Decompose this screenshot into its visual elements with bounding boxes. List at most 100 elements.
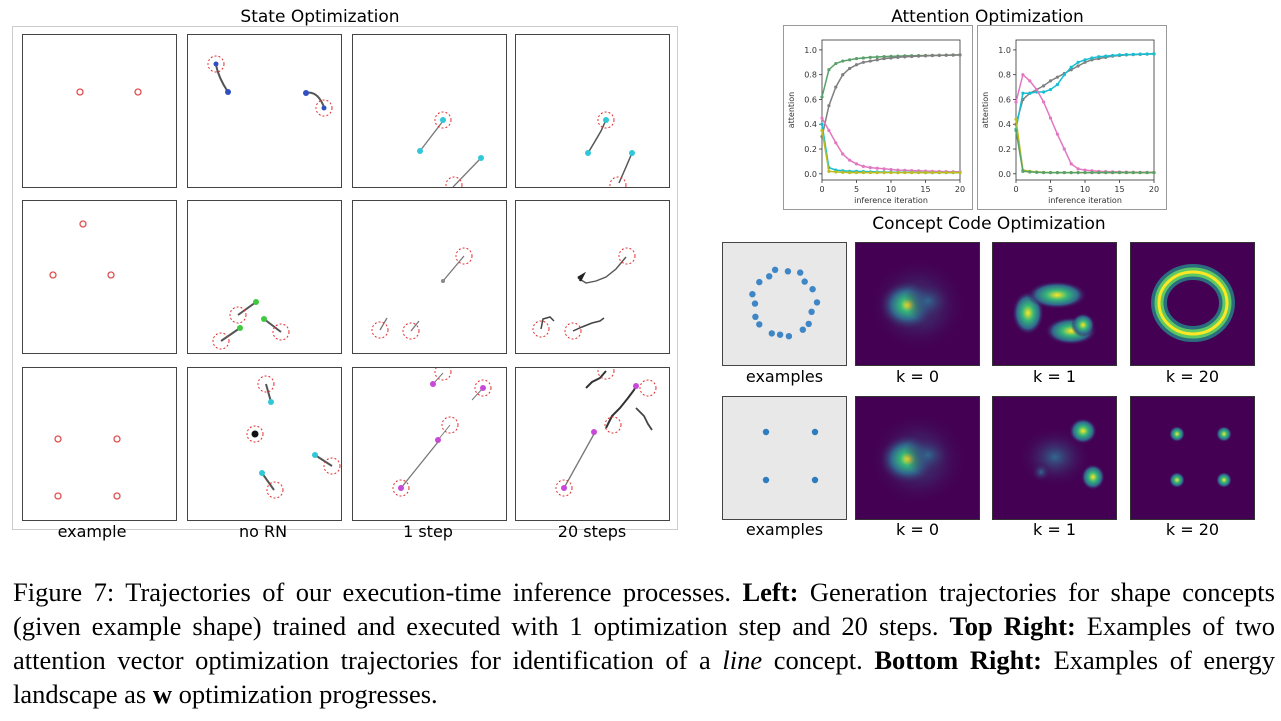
y-tick-label: 0.4 xyxy=(998,120,1011,129)
series-point xyxy=(930,54,934,58)
attention-chart-2-svg: 0.0 0.2 0.4 0.6 0.8 1.0 0 5 10 15 20 inference iter… xyxy=(981,39,1159,205)
column-label-20-steps: 20 steps xyxy=(557,522,627,541)
series-point xyxy=(868,59,872,63)
panel-r2-20-steps xyxy=(515,200,670,354)
series-point xyxy=(861,164,865,168)
y-axis-label: attention xyxy=(981,92,990,129)
series-point xyxy=(889,56,893,60)
panel-r1-1-step xyxy=(352,34,507,188)
series-point xyxy=(868,170,872,175)
series-point xyxy=(1090,170,1094,175)
series-point xyxy=(875,55,879,59)
column-label-no-rn: no RN xyxy=(238,522,288,541)
series-point xyxy=(1152,170,1156,175)
caption-line-word: line xyxy=(722,645,763,675)
series-point xyxy=(944,53,948,57)
series-line xyxy=(1015,130,1154,174)
series-point xyxy=(1042,90,1046,94)
series-point xyxy=(854,170,859,175)
series-point xyxy=(841,73,845,77)
y-tick-label: 0.8 xyxy=(998,71,1011,80)
series-point xyxy=(882,167,886,171)
example-point xyxy=(785,333,793,340)
x-tick-label: 5 xyxy=(854,185,859,194)
concept-r2-examples xyxy=(722,396,847,520)
concept-r2-label-k1: k = 1 xyxy=(1032,520,1077,539)
concept-r2-label-examples: examples xyxy=(745,520,824,539)
series-point xyxy=(875,170,879,175)
panel-r3-1-step xyxy=(352,367,507,521)
series-point xyxy=(1028,79,1032,83)
series-point xyxy=(1117,170,1122,175)
series-point xyxy=(1124,53,1128,57)
panel-r1-20-steps xyxy=(515,34,670,188)
series-point xyxy=(875,58,879,62)
series-point xyxy=(1055,75,1059,79)
series-point xyxy=(1055,132,1059,136)
y-tick-label: 0.4 xyxy=(804,120,817,129)
caption-top-right-label: Top Right: xyxy=(949,611,1076,641)
series-point xyxy=(820,95,824,99)
series-point xyxy=(937,170,941,175)
x-tick-label: 0 xyxy=(819,185,824,194)
series-point xyxy=(1076,167,1080,171)
series-point xyxy=(896,170,900,175)
attention-optimization-title: Attention Optimization xyxy=(891,7,1084,27)
x-tick-label: 5 xyxy=(1048,185,1053,194)
series-point xyxy=(854,63,859,67)
series-point xyxy=(1062,170,1066,175)
example-point xyxy=(756,321,763,328)
series-point xyxy=(1035,87,1039,92)
series-line xyxy=(821,124,960,174)
example-point xyxy=(797,269,804,276)
series-point xyxy=(875,166,879,170)
series-point xyxy=(834,141,838,145)
heatmap-r1-k20 xyxy=(1130,242,1255,366)
panel-r3-no-rn xyxy=(187,367,342,521)
series-point xyxy=(820,116,824,120)
concept-code-optimization-title: Concept Code Optimization xyxy=(872,214,1106,234)
caption-intro: Trajectories of our execution-time infer… xyxy=(114,577,743,607)
series-point xyxy=(1069,65,1073,69)
series-point xyxy=(820,128,824,133)
series-point xyxy=(848,170,852,175)
series-point xyxy=(1062,73,1066,77)
series-point xyxy=(1145,52,1149,56)
series-point xyxy=(848,158,852,162)
series-line xyxy=(821,130,960,174)
series-point xyxy=(1048,170,1053,175)
y-tick-label: 0.2 xyxy=(804,145,817,154)
series-point xyxy=(1131,170,1135,175)
series-point xyxy=(1048,79,1053,83)
series-line xyxy=(821,117,961,173)
column-label-1-step: 1 step xyxy=(403,522,453,541)
series-point xyxy=(1014,100,1018,104)
series-point xyxy=(1069,170,1073,175)
series-point xyxy=(834,85,838,89)
series-point xyxy=(1069,162,1073,166)
heatmap-r1-k1 xyxy=(992,242,1117,366)
example-point xyxy=(749,291,756,298)
series-point xyxy=(1021,169,1025,173)
series-point xyxy=(848,66,852,71)
series-point xyxy=(1083,170,1087,175)
series-point xyxy=(951,53,955,57)
series-point xyxy=(1097,55,1101,59)
series-point xyxy=(1083,60,1087,64)
series-point xyxy=(1014,117,1018,121)
panel-r2-example xyxy=(22,200,177,354)
y-tick-label: 1.0 xyxy=(998,46,1011,55)
series-point xyxy=(889,167,893,172)
series-point xyxy=(1055,170,1059,175)
example-point xyxy=(771,266,779,273)
example-point xyxy=(756,278,763,286)
series-point xyxy=(1055,83,1059,87)
series-point xyxy=(1076,170,1080,175)
series-point xyxy=(903,170,907,175)
caption-top-right-text: Examples of two attention vector optimiz… xyxy=(13,611,1275,675)
series-point xyxy=(1076,60,1080,64)
series-point xyxy=(882,170,886,175)
column-label-example: example xyxy=(57,522,127,541)
series-point xyxy=(841,59,845,63)
x-tick-label: 10 xyxy=(886,185,896,194)
